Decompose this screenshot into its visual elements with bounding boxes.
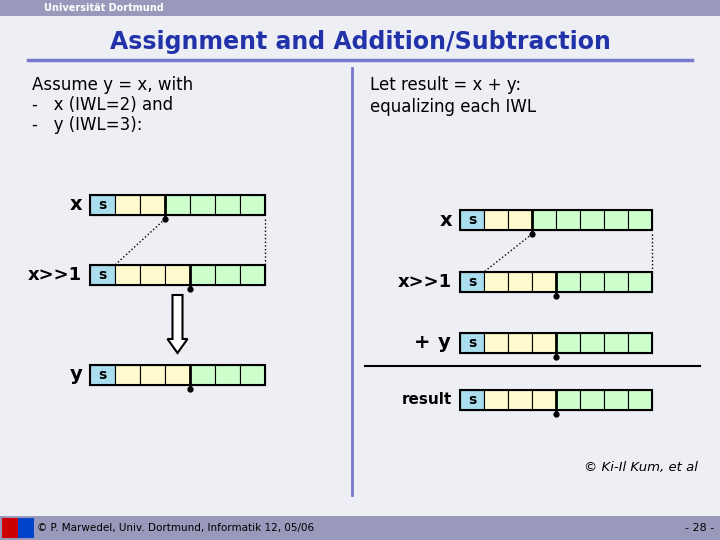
Bar bbox=[532, 390, 556, 410]
Bar bbox=[215, 365, 240, 385]
Text: © P. Marwedel, Univ. Dortmund, Informatik 12, 05/06: © P. Marwedel, Univ. Dortmund, Informati… bbox=[37, 523, 314, 533]
Bar bbox=[628, 272, 652, 292]
Text: Assignment and Addition/Subtraction: Assignment and Addition/Subtraction bbox=[109, 30, 611, 54]
Bar bbox=[165, 195, 190, 215]
Bar bbox=[90, 195, 265, 215]
Text: s: s bbox=[468, 275, 476, 289]
Bar bbox=[484, 333, 508, 353]
Bar bbox=[484, 210, 508, 230]
Text: Let result = x + y:: Let result = x + y: bbox=[370, 76, 521, 94]
Text: +: + bbox=[414, 334, 431, 353]
Bar bbox=[604, 272, 628, 292]
Text: x>>1: x>>1 bbox=[398, 273, 452, 291]
Text: s: s bbox=[99, 268, 107, 282]
Text: x>>1: x>>1 bbox=[28, 266, 82, 284]
Bar bbox=[240, 195, 265, 215]
Bar bbox=[460, 210, 652, 230]
Bar bbox=[460, 390, 484, 410]
Bar bbox=[460, 210, 484, 230]
Bar bbox=[90, 265, 265, 285]
Text: equalizing each IWL: equalizing each IWL bbox=[370, 98, 536, 116]
Bar bbox=[580, 210, 604, 230]
Bar bbox=[580, 390, 604, 410]
Bar bbox=[628, 390, 652, 410]
Bar bbox=[90, 365, 115, 385]
Text: © Ki-Il Kum, et al: © Ki-Il Kum, et al bbox=[584, 462, 698, 475]
Text: s: s bbox=[468, 213, 476, 227]
Text: s: s bbox=[99, 368, 107, 382]
Bar bbox=[240, 365, 265, 385]
Bar bbox=[484, 390, 508, 410]
Text: -   x (IWL=2) and: - x (IWL=2) and bbox=[32, 96, 173, 114]
Bar bbox=[215, 265, 240, 285]
Bar bbox=[460, 333, 652, 353]
Bar bbox=[460, 333, 484, 353]
Bar bbox=[90, 265, 115, 285]
Bar bbox=[532, 272, 556, 292]
Bar bbox=[460, 272, 484, 292]
Bar bbox=[190, 195, 215, 215]
Text: Assume y = x, with: Assume y = x, with bbox=[32, 76, 193, 94]
Bar bbox=[18, 518, 34, 538]
Bar bbox=[140, 365, 165, 385]
Bar bbox=[115, 265, 140, 285]
Bar bbox=[460, 272, 652, 292]
Bar bbox=[532, 333, 556, 353]
Bar bbox=[604, 333, 628, 353]
Bar bbox=[0, 516, 720, 540]
Text: s: s bbox=[99, 198, 107, 212]
Bar bbox=[215, 195, 240, 215]
Bar bbox=[140, 195, 165, 215]
Bar bbox=[556, 210, 580, 230]
Bar bbox=[556, 333, 580, 353]
Text: -   y (IWL=3):: - y (IWL=3): bbox=[32, 116, 143, 134]
Text: y: y bbox=[437, 334, 450, 353]
Bar bbox=[165, 365, 190, 385]
Bar bbox=[165, 265, 190, 285]
Bar bbox=[604, 210, 628, 230]
Bar bbox=[90, 365, 265, 385]
Bar bbox=[2, 518, 18, 538]
Bar bbox=[604, 390, 628, 410]
Bar bbox=[580, 272, 604, 292]
Text: y: y bbox=[69, 366, 82, 384]
Bar bbox=[532, 210, 556, 230]
Bar bbox=[140, 265, 165, 285]
Text: Universität Dortmund: Universität Dortmund bbox=[44, 3, 163, 13]
Bar bbox=[190, 265, 215, 285]
Bar bbox=[508, 390, 532, 410]
Bar bbox=[508, 333, 532, 353]
Text: x: x bbox=[69, 195, 82, 214]
Text: x: x bbox=[439, 211, 452, 229]
Bar bbox=[556, 272, 580, 292]
Bar bbox=[0, 0, 720, 16]
Bar bbox=[508, 210, 532, 230]
Text: - 28 -: - 28 - bbox=[685, 523, 714, 533]
Bar bbox=[190, 365, 215, 385]
Polygon shape bbox=[168, 295, 187, 353]
Bar bbox=[90, 195, 115, 215]
Bar bbox=[115, 195, 140, 215]
Bar bbox=[484, 272, 508, 292]
Bar bbox=[460, 390, 652, 410]
Bar bbox=[508, 272, 532, 292]
Bar bbox=[2, 518, 34, 538]
Bar bbox=[240, 265, 265, 285]
Bar bbox=[628, 333, 652, 353]
Text: s: s bbox=[468, 336, 476, 350]
Text: result: result bbox=[402, 393, 452, 408]
Bar bbox=[628, 210, 652, 230]
Bar bbox=[580, 333, 604, 353]
Bar bbox=[556, 390, 580, 410]
Text: s: s bbox=[468, 393, 476, 407]
Bar bbox=[115, 365, 140, 385]
